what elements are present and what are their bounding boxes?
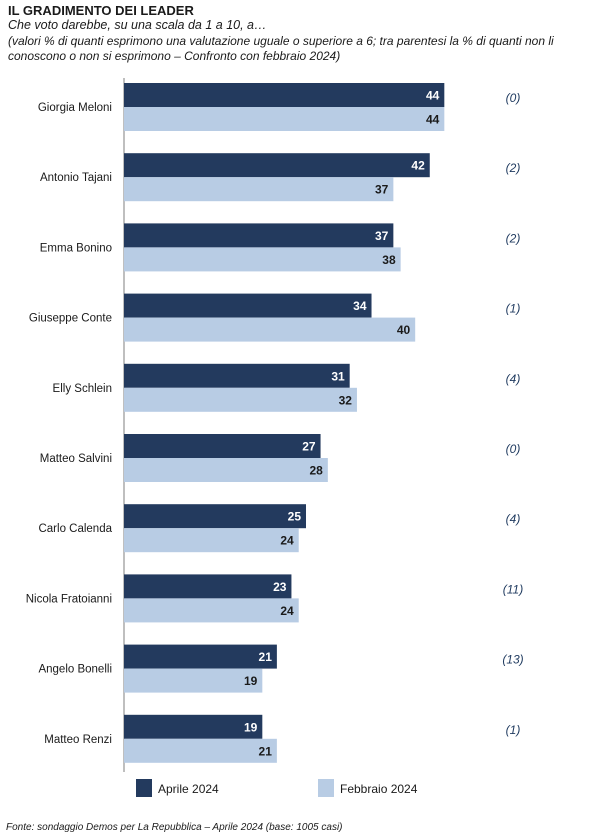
source-note: Fonte: sondaggio Demos per La Repubblica… [6, 822, 343, 833]
category-label: Matteo Renzi [44, 734, 112, 746]
annotation-label: (2) [506, 161, 521, 175]
bar [124, 363, 350, 388]
bar [124, 458, 328, 482]
data-label: 27 [302, 440, 316, 454]
chart-note: (valori % di quanti esprimono una valuta… [8, 34, 554, 63]
category-label: Matteo Salvini [40, 453, 112, 465]
data-label: 37 [375, 183, 389, 197]
bar [124, 738, 277, 763]
category-label: Elly Schlein [53, 383, 112, 395]
annotation-label: (1) [506, 723, 521, 737]
annotation-label: (0) [506, 91, 521, 105]
legend-label: Aprile 2024 [158, 782, 219, 796]
annotation-label: (0) [506, 442, 521, 456]
bar [124, 387, 357, 412]
data-label: 23 [273, 580, 287, 594]
data-label: 32 [339, 393, 353, 407]
legend-label: Febbraio 2024 [340, 782, 418, 796]
data-label: 24 [280, 534, 294, 548]
data-label: 44 [426, 113, 440, 127]
category-label: Giuseppe Conte [29, 313, 112, 325]
category-label: Emma Bonino [40, 242, 112, 254]
category-label: Nicola Fratoianni [26, 593, 112, 605]
bar [124, 598, 299, 623]
legend-swatch [136, 779, 152, 797]
data-label: 28 [309, 464, 323, 478]
annotation-label: (1) [506, 302, 521, 316]
data-label: 19 [244, 720, 258, 734]
bar [124, 644, 277, 669]
data-label: 24 [280, 604, 294, 618]
data-label: 31 [331, 369, 345, 383]
data-label: 21 [259, 650, 273, 664]
data-label: 19 [244, 674, 258, 688]
bar [124, 504, 306, 529]
bar [124, 293, 372, 318]
data-label: 40 [397, 323, 411, 337]
bar [124, 153, 430, 178]
data-label: 38 [382, 253, 396, 267]
data-label: 44 [426, 89, 440, 103]
bar [124, 528, 299, 553]
chart-subtitle: Che voto darebbe, su una scala da 1 a 10… [8, 18, 267, 32]
bar [124, 317, 416, 342]
category-label: Angelo Bonelli [38, 664, 112, 676]
annotation-label: (4) [506, 512, 521, 526]
bar [124, 83, 445, 107]
bar [124, 574, 292, 599]
data-label: 42 [411, 159, 425, 173]
data-label: 21 [259, 744, 273, 758]
category-label: Antonio Tajani [40, 172, 112, 184]
data-label: 37 [375, 229, 389, 243]
data-label: 34 [353, 299, 367, 313]
category-label: Carlo Calenda [38, 523, 112, 535]
bar [124, 668, 263, 693]
bar [124, 223, 394, 248]
bar [124, 177, 394, 202]
bar [124, 107, 445, 131]
legend-swatch [318, 779, 334, 797]
annotation-label: (13) [502, 653, 523, 667]
data-label: 25 [288, 510, 302, 524]
bar [124, 434, 321, 458]
annotation-label: (11) [503, 582, 523, 596]
bar [124, 247, 401, 272]
annotation-label: (2) [506, 231, 521, 245]
chart-title: IL GRADIMENTO DEI LEADER [8, 3, 194, 18]
bar [124, 714, 263, 739]
category-label: Giorgia Meloni [38, 102, 112, 114]
annotation-label: (4) [506, 372, 521, 386]
